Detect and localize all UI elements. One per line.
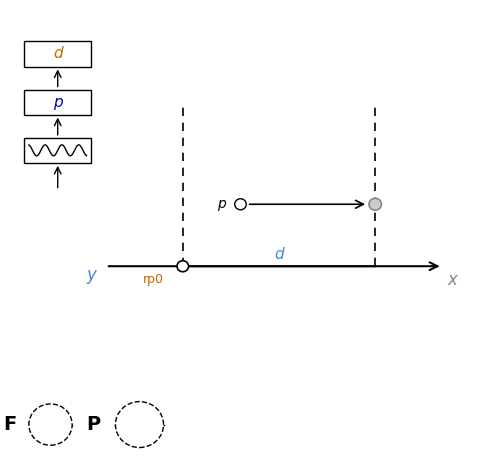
Bar [24, 138, 91, 163]
Text: p: p [216, 197, 225, 211]
Bar [24, 41, 91, 67]
Circle shape [368, 198, 381, 210]
Text: x: x [446, 271, 456, 289]
Text: rp0: rp0 [142, 274, 163, 286]
Text: P: P [86, 415, 101, 434]
Circle shape [177, 261, 188, 272]
Circle shape [29, 404, 72, 445]
Text: y: y [86, 266, 96, 285]
Bar [24, 90, 91, 115]
Text: d: d [53, 46, 62, 62]
Circle shape [234, 199, 246, 210]
Text: F: F [3, 415, 16, 434]
Circle shape [115, 402, 163, 448]
Text: p: p [53, 95, 62, 110]
Text: d: d [274, 247, 283, 262]
